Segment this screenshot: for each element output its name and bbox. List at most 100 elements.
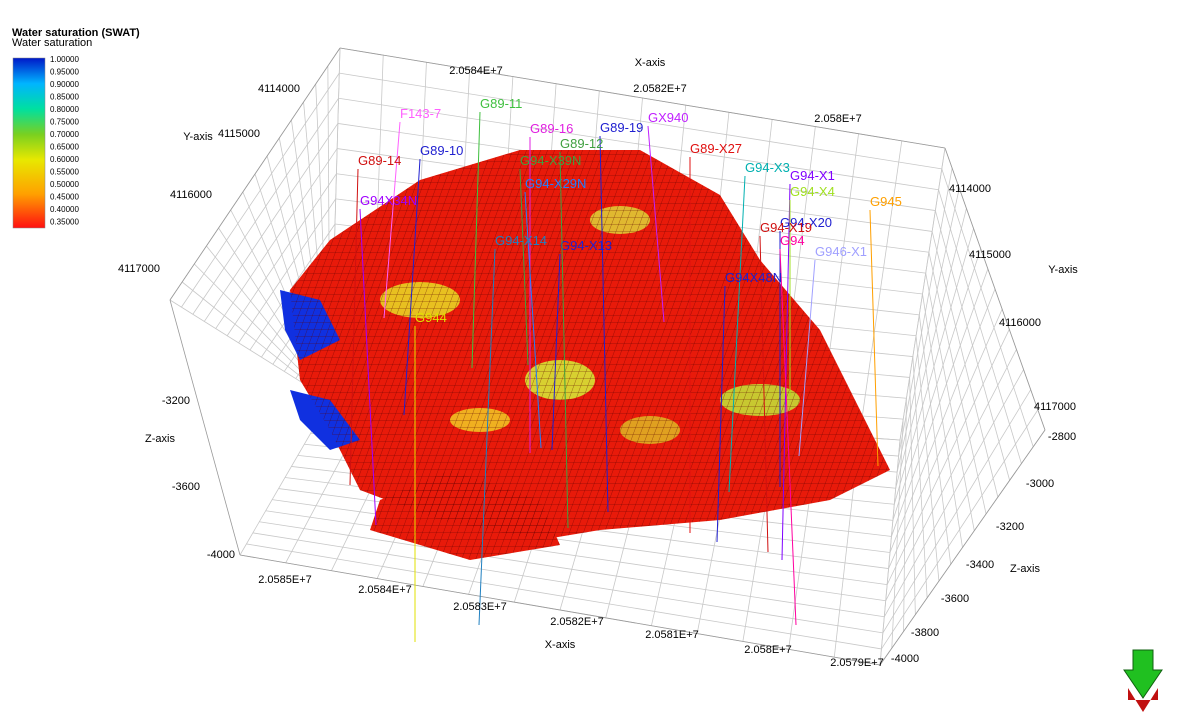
legend: Water saturation (SWAT) Water saturation… — [12, 27, 140, 229]
axis-label: 4114000 — [258, 83, 300, 95]
axis-label: Z-axis — [1010, 563, 1040, 575]
grid-line — [252, 532, 883, 634]
grid-line — [918, 314, 952, 565]
legend-tick: 0.45000 — [50, 193, 79, 202]
axis-label: 4117000 — [1034, 401, 1076, 413]
legend-tick: 0.50000 — [50, 180, 79, 189]
axis-label: 4116000 — [999, 317, 1041, 329]
box-edge — [944, 147, 1046, 431]
well-label: G94 — [780, 233, 805, 248]
box-edge — [879, 429, 1046, 666]
well-trajectory — [403, 158, 421, 416]
axis-label: 4115000 — [218, 128, 260, 140]
legend-tick: 0.75000 — [50, 118, 79, 127]
well-label: G89-12 — [560, 136, 603, 151]
grid-line — [882, 389, 1032, 634]
color-bar — [12, 57, 46, 229]
axis-label: X-axis — [635, 57, 666, 69]
axis-label: -3200 — [162, 395, 190, 407]
bounding-box — [169, 47, 1046, 666]
well-label: G946-X1 — [815, 244, 867, 259]
grid-line — [879, 439, 901, 666]
axis-label: -4000 — [207, 549, 235, 561]
axis-label: -3800 — [911, 627, 939, 639]
grid-line — [883, 369, 1024, 617]
legend-title: Water saturation (SWAT) — [12, 27, 140, 39]
axis-label: Y-axis — [1048, 264, 1078, 276]
axis-label: 4114000 — [949, 183, 991, 195]
grid-line — [889, 288, 996, 553]
grid-line — [886, 329, 1010, 585]
grid-line — [272, 499, 888, 586]
axis-label: 2.0582E+7 — [550, 616, 604, 628]
axis-label: 2.0581E+7 — [645, 629, 699, 641]
box-edge — [239, 554, 881, 666]
legend-tick: 0.35000 — [50, 218, 79, 227]
axis-label: 2.0584E+7 — [358, 584, 412, 596]
box-edge — [339, 47, 946, 149]
axis-label: -4000 — [891, 653, 919, 665]
well-label: G94X34N — [360, 193, 417, 208]
well-trajectory — [471, 111, 481, 369]
grid-line — [265, 510, 886, 602]
legend-tick: 0.70000 — [50, 130, 79, 139]
grid-line — [885, 349, 1017, 601]
axis-labels: X-axis X-axis Y-axis Y-axis Z-axis Z-axis 2.05… — [118, 57, 1078, 669]
axis-label: -3400 — [966, 559, 994, 571]
axis-label: -2800 — [1048, 431, 1076, 443]
well-label: G89-11 — [480, 96, 522, 111]
well-label: G89-16 — [530, 121, 573, 136]
box-edge — [169, 47, 341, 301]
well-trajectory — [359, 208, 377, 526]
reservoir — [280, 150, 890, 560]
well-label: G94-X13 — [560, 238, 612, 253]
axis-label: -3200 — [996, 521, 1024, 533]
well-label: G94-X19 — [760, 220, 812, 235]
well-label: G94-X29N — [525, 176, 586, 191]
axis-label: 2.0585E+7 — [258, 574, 312, 586]
legend-tick: 0.60000 — [50, 155, 79, 164]
axis-label: 4116000 — [170, 189, 212, 201]
well-label: F143-7 — [400, 106, 441, 121]
well-trajectory — [647, 125, 665, 323]
wells: F143-7 G89-11 G89-16 G89-19 GX940 G89-10 G89-1… — [349, 96, 902, 642]
well-trajectory — [779, 248, 797, 626]
well-label: G89-X27 — [690, 141, 742, 156]
legend-tick: 0.95000 — [50, 68, 79, 77]
legend-tick: 0.85000 — [50, 93, 79, 102]
axis-label: -3600 — [172, 481, 200, 493]
axis-label: 4115000 — [969, 249, 1011, 261]
axis-label: -3600 — [941, 593, 969, 605]
grid-line — [912, 356, 928, 598]
well-label: G94-X1 — [790, 168, 835, 183]
well-trajectory — [349, 168, 359, 486]
grid-line — [891, 419, 904, 649]
axis-label: 2.0579E+7 — [830, 657, 884, 669]
legend-tick: 0.55000 — [50, 168, 79, 177]
grid-line — [909, 377, 916, 615]
well-trajectory — [599, 135, 609, 513]
well-trajectory — [524, 191, 542, 449]
well-label: G945 — [870, 194, 902, 209]
axis-label: 2.058E+7 — [814, 113, 861, 125]
grid-line — [915, 335, 940, 582]
axis-label: -3000 — [1026, 478, 1054, 490]
axis-label: 2.0584E+7 — [449, 65, 503, 77]
well-label: G94-X3 — [745, 160, 790, 175]
axis-label: 2.0582E+7 — [633, 83, 687, 95]
grid-line — [903, 398, 907, 632]
well-trajectory — [728, 175, 746, 493]
legend-tick: 0.90000 — [50, 80, 79, 89]
well-label: G94-X4 — [790, 184, 835, 199]
grid-line — [858, 140, 903, 438]
grid-line — [881, 409, 1039, 650]
axis-label: Z-axis — [145, 433, 175, 445]
axis-label: 4117000 — [118, 263, 160, 275]
legend-tick: 0.40000 — [50, 205, 79, 214]
well-trajectory — [559, 151, 569, 529]
well-trajectory — [551, 253, 561, 451]
grid-line — [259, 521, 885, 618]
well-label: GX940 — [648, 110, 688, 125]
legend-tick: 0.65000 — [50, 143, 79, 152]
